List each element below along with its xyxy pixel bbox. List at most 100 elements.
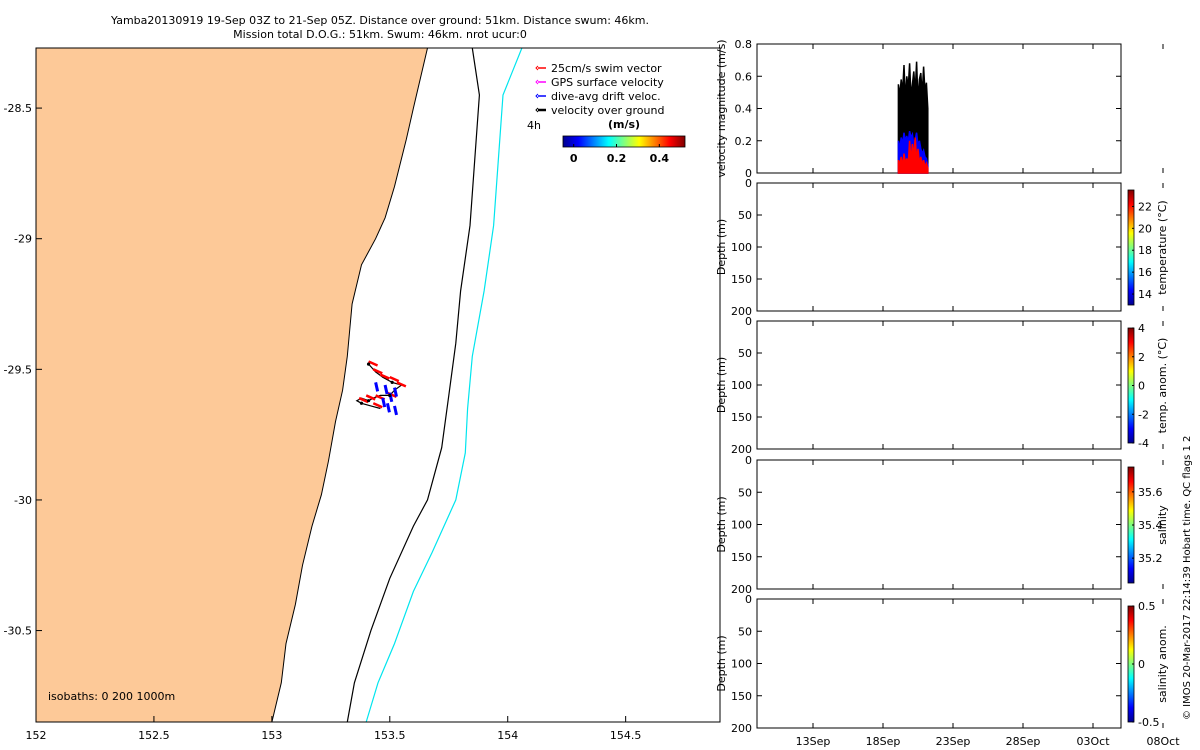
panel-colorbar-tick-label: 20 — [1138, 222, 1152, 235]
panel-y-tick-label: 50 — [738, 209, 752, 222]
panel-frame — [756, 182, 1122, 312]
map-frame — [35, 47, 721, 723]
isobaths-label: isobaths: 0 200 1000m — [48, 690, 175, 703]
x-date-tick-label: 23Sep — [936, 735, 971, 748]
panel-y-tick-label: 200 — [731, 305, 752, 318]
panel-y-tick-label: 0.6 — [735, 70, 753, 83]
panel-frame — [756, 320, 1122, 450]
map-y-tick-label: -30 — [14, 494, 32, 507]
panel-temperature: 0 50 100 150 200 Depth (m) 14 16 18 20 22 temperatu… — [715, 177, 1169, 318]
legend-arrowhead — [535, 79, 539, 85]
land-area — [36, 48, 428, 722]
x-date-tick-label: 18Sep — [866, 735, 901, 748]
panel-y-tick-label: 100 — [731, 658, 752, 671]
legend-arrowhead — [535, 65, 539, 71]
panel-colorbar-tick-label: 35.4 — [1138, 519, 1163, 532]
map-x-tick-label: 153.5 — [374, 729, 406, 742]
swim-vector — [365, 394, 376, 401]
panel-y-tick-label: 50 — [738, 625, 752, 638]
panel-colorbar-tick-label: 2 — [1138, 351, 1145, 364]
map-y-tick-label: -30.5 — [4, 625, 32, 638]
panel-y-tick-label: 100 — [731, 379, 752, 392]
legend-arrowhead — [535, 93, 539, 99]
x-date-tick-label: 08Oct — [1146, 735, 1180, 748]
panel-colorbar-label: temperature (°C) — [1156, 200, 1169, 294]
panel-y-tick-label: 0 — [745, 454, 752, 467]
ground-point — [366, 362, 371, 366]
panel-colorbar-tick-label: 0 — [1138, 380, 1145, 393]
panel-y-axis-label: Depth (m) — [715, 496, 728, 552]
panel-y-tick-label: 50 — [738, 486, 752, 499]
swim-vector — [379, 373, 390, 380]
swim-vector — [396, 381, 407, 388]
map-panel: 152 152.5 153 153.5 154 154.5 -28.5 -29 -29.5 -30… — [4, 47, 721, 742]
track-ground-line — [355, 363, 403, 410]
panel-colorbar-tick-label: 22 — [1138, 200, 1152, 213]
panel-colorbar-tick-label: 35.2 — [1138, 552, 1163, 565]
panel-y-tick-label: 0.8 — [735, 38, 753, 51]
chart-title-line2: Mission total D.O.G.: 51km. Swum: 46km. … — [233, 28, 527, 41]
panel-velocity: 0 0.2 0.4 0.6 0.8 velocity magnitude (m/s) — [715, 38, 1164, 180]
map-x-tick-label: 154 — [497, 729, 518, 742]
legend-item-label: GPS surface velocity — [551, 76, 664, 89]
swim-vector — [372, 402, 383, 409]
drift-vector — [393, 387, 398, 397]
panel-colorbar — [1127, 189, 1135, 306]
panel-y-axis-label: Depth (m) — [715, 219, 728, 275]
panel-y-tick-label: 150 — [731, 411, 752, 424]
map-colorbar-tick-label: 0.2 — [607, 152, 627, 165]
panel-colorbar-tick-label: -0.5 — [1138, 716, 1159, 729]
legend-item-label: dive-avg drift veloc. — [551, 90, 661, 103]
panel-y-tick-label: 0 — [745, 593, 752, 606]
ground-point — [366, 399, 371, 403]
panel-y-tick-label: 0 — [745, 167, 752, 180]
panel-colorbar-tick-label: -2 — [1138, 408, 1149, 421]
x-date-tick-label: 13Sep — [796, 735, 831, 748]
velocity-series-2 — [897, 137, 929, 174]
swim-vector — [372, 368, 383, 375]
map-y-tick-label: -29 — [14, 233, 32, 246]
panel-y-tick-label: 150 — [731, 551, 752, 564]
panel-colorbar-tick-label: 18 — [1138, 244, 1152, 257]
panel-colorbar-label: temp. anom. (°C) — [1156, 338, 1169, 434]
map-y-tick-label: -29.5 — [4, 363, 32, 376]
drift-vector — [381, 397, 387, 408]
time-series-panels: 0 0.2 0.4 0.6 0.8 velocity magnitude (m/s) 0 50… — [715, 38, 1180, 748]
map-colorbar-label: (m/s) — [608, 118, 640, 131]
panel-colorbar-tick-label: -4 — [1138, 437, 1149, 450]
panel-y-tick-label: 150 — [731, 690, 752, 703]
drift-vector — [374, 382, 380, 392]
panel-colorbar-tick-label: 14 — [1138, 288, 1152, 301]
panel-frame — [756, 43, 1122, 174]
panel-y-tick-label: 0.2 — [735, 135, 753, 148]
panel-colorbar-label: salinity — [1156, 505, 1169, 545]
map-x-tick-label: 154.5 — [610, 729, 642, 742]
panel-colorbar-tick-label: 0.5 — [1138, 600, 1156, 613]
map-colorbar-tick-label: 0.4 — [650, 152, 670, 165]
panel-y-tick-label: 50 — [738, 347, 752, 360]
panel-y-tick-label: 200 — [731, 443, 752, 456]
panel-y-tick-label: 200 — [731, 722, 752, 735]
x-date-tick-label: 03Oct — [1076, 735, 1110, 748]
drift-vector — [383, 384, 389, 395]
panel-colorbar-tick-label: 16 — [1138, 266, 1152, 279]
panel-frame — [756, 598, 1122, 729]
map-y-tick-label: -28.5 — [4, 102, 32, 115]
panel-colorbar-tick-label: 4 — [1138, 322, 1145, 335]
x-date-tick-label: 28Sep — [1006, 735, 1041, 748]
panel-sal_anom: 0 50 100 150 200 Depth (m) 13Sep 18Sep 23Sep 28Se… — [715, 593, 1180, 748]
panel-colorbar-label: salinity anom. — [1156, 625, 1169, 703]
legend-time-tag: 4h — [527, 119, 541, 132]
swim-vector — [358, 396, 369, 404]
panel-colorbar-tick-label: 0 — [1138, 658, 1145, 671]
panel-y-axis-label: Depth (m) — [715, 357, 728, 413]
map-x-tick-label: 152.5 — [138, 729, 170, 742]
panel-y-tick-label: 0 — [745, 177, 752, 190]
coastline-0m — [271, 47, 428, 723]
map-colorbar-tick-label: 0 — [570, 152, 578, 165]
drift-vector — [393, 405, 398, 416]
panel-salinity: 0 50 100 150 200 Depth (m) 35.2 35.4 35.6 salinit… — [715, 454, 1169, 596]
map-x-tick-label: 152 — [26, 729, 47, 742]
